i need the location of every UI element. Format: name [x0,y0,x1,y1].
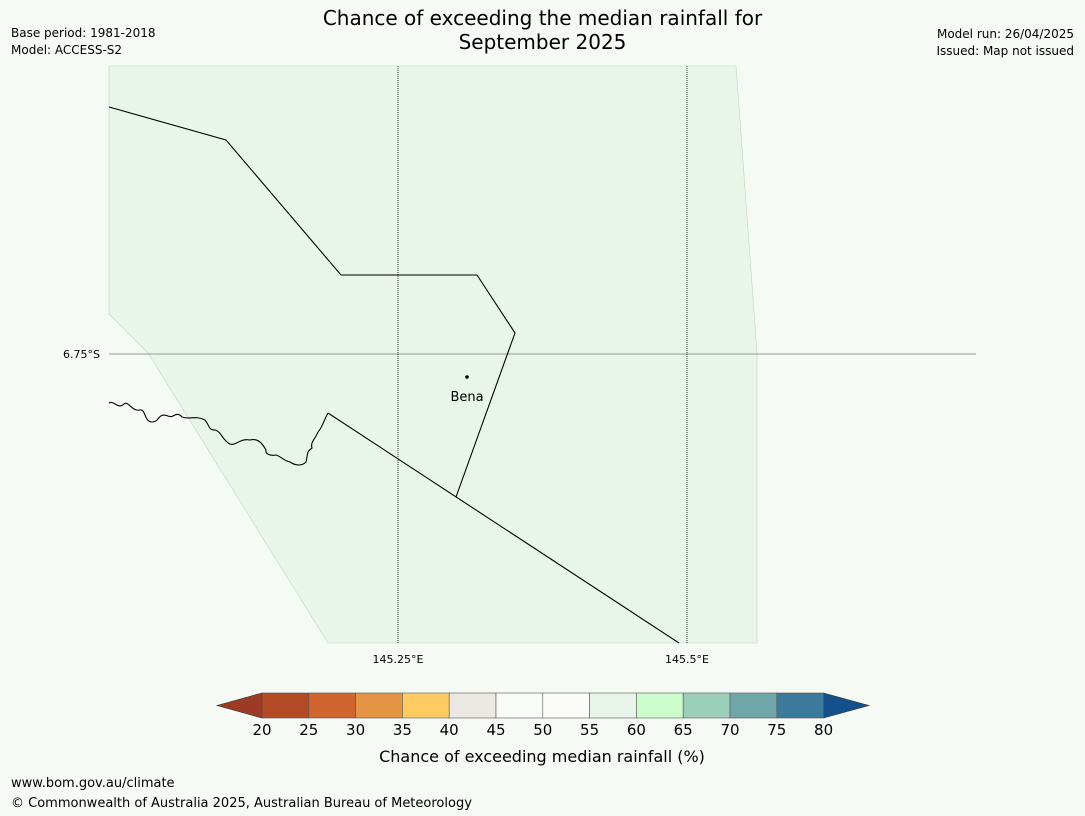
colorbar-tick-label: 30 [346,721,365,739]
footer-copyright: © Commonwealth of Australia 2025, Austra… [11,796,472,811]
colorbar-tick-label: 25 [299,721,318,739]
colorbar-segment [495,692,544,719]
colorbar-segment [448,692,497,719]
colorbar-tick-label: 20 [252,721,271,739]
colorbar-tick-label: 60 [627,721,646,739]
title-line-2: September 2025 [458,30,627,54]
bena-marker [465,375,469,379]
issued-status: Issued: Map not issued [936,44,1074,58]
colorbar-segment [402,692,450,719]
colorbar-tick-label: 65 [674,721,693,739]
colorbar-segment [776,692,824,719]
model-run: Model run: 26/04/2025 [936,27,1074,41]
longitude-label-1: 145.25°E [373,653,424,666]
longitude-label-2: 145.5°E [665,653,709,666]
colorbar: 20 25 30 35 40 45 50 55 60 65 70 75 80 [215,692,871,739]
colorbar-segment [261,692,310,719]
map-title: Chance of exceeding the median rainfall … [0,6,1085,54]
colorbar-high-arrow [823,692,871,719]
colorbar-segment [636,692,684,719]
meta-left: Base period: 1981-2018 Model: ACCESS-S2 [11,25,156,59]
colorbar-tick-label: 55 [580,721,599,739]
model-name: Model: ACCESS-S2 [11,43,123,57]
colorbar-tick-label: 45 [486,721,505,739]
river [108,401,329,466]
colorbar-title: Chance of exceeding median rainfall (%) [379,747,705,766]
colorbar-segment [308,692,356,719]
colorbar-segment [729,692,778,719]
colorbar-segment [589,692,637,719]
colorbar-tick-label: 50 [533,721,552,739]
colorbar-tick-label: 70 [720,721,739,739]
latitude-label: 6.75°S [63,348,100,361]
forecast-region [108,65,758,644]
colorbar-segment [542,692,590,719]
boundary-south [327,412,680,644]
colorbar-tick-label: 75 [767,721,786,739]
colorbar-tick-label: 35 [393,721,412,739]
bena-label: Bena [450,390,483,405]
colorbar-tick-label: 40 [440,721,459,739]
colorbar-tick-label: 80 [814,721,833,739]
base-period: Base period: 1981-2018 [11,26,156,40]
meta-right: Model run: 26/04/2025 Issued: Map not is… [936,26,1074,60]
colorbar-low-arrow [215,692,263,719]
boundary-north [108,106,516,498]
footer-url: www.bom.gov.au/climate [11,776,175,791]
title-line-1: Chance of exceeding the median rainfall … [322,6,763,30]
colorbar-segment [682,692,731,719]
colorbar-segment [355,692,403,719]
